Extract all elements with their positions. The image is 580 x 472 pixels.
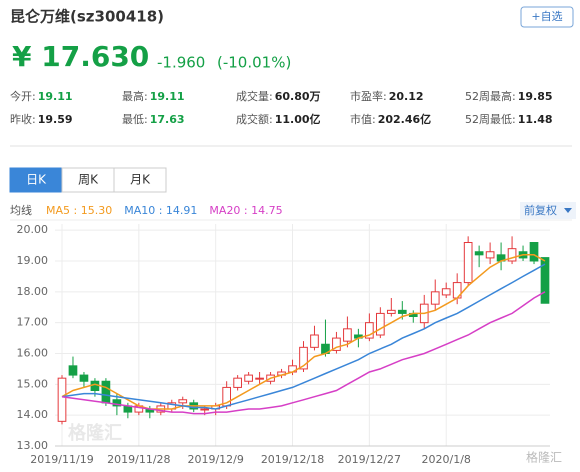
- candle-body: [430, 291, 440, 305]
- ma-line: [61, 263, 546, 410]
- y-tick-label: 20.00: [17, 223, 49, 236]
- stat-value: 60.80万: [275, 90, 321, 103]
- stat-label: 成交额:: [236, 112, 273, 126]
- y-tick-label: 14.00: [17, 408, 49, 421]
- x-tick-label: 2020/1/8: [422, 453, 471, 466]
- price-change: -1.960: [157, 54, 205, 72]
- candle-body: [255, 377, 264, 380]
- y-tick-label: 15.00: [17, 377, 49, 390]
- stat-label: 52周最高:: [465, 89, 516, 103]
- candle-body: [343, 328, 352, 342]
- ma-line: [61, 291, 546, 415]
- candle-body: [441, 288, 451, 296]
- legend-entry: MA10 : 14.91: [124, 204, 197, 217]
- y-tick-label: 13.00: [17, 439, 49, 452]
- x-tick-label: 2019/11/19: [30, 453, 93, 466]
- candle-body: [485, 251, 495, 259]
- candle-body: [101, 380, 111, 404]
- y-tick-label: 18.00: [17, 285, 49, 298]
- candle-body: [178, 399, 188, 404]
- candle-body: [529, 242, 539, 262]
- candle-body: [375, 312, 385, 336]
- dropdown-arrow: [564, 208, 572, 213]
- stat-value: 17.63: [150, 113, 185, 126]
- candle-body: [310, 334, 319, 348]
- watch-button-label[interactable]: +自选: [531, 10, 562, 23]
- price-change-pct: (-10.01%): [217, 54, 291, 72]
- candle-body: [332, 337, 341, 351]
- stat-value: 11.48: [518, 113, 553, 126]
- watch-button[interactable]: [520, 6, 574, 28]
- tab-label[interactable]: 周K: [78, 173, 99, 187]
- watermark: 格隆汇: [68, 422, 122, 444]
- stat-value: 20.12: [389, 90, 424, 103]
- y-tick-label: 19.00: [17, 254, 49, 267]
- candle-body: [57, 377, 67, 422]
- stat-value: 11.00亿: [275, 112, 321, 126]
- stat-value: 19.11: [38, 90, 73, 103]
- x-tick-label: 2019/11/28: [107, 453, 170, 466]
- stat-value: 19.59: [38, 113, 73, 126]
- tab-label[interactable]: 月K: [130, 173, 151, 187]
- stat-value: 19.85: [518, 90, 553, 103]
- legend-entry: MA20 : 14.75: [209, 204, 282, 217]
- adjust-select[interactable]: 前复权: [524, 203, 557, 217]
- candle-body: [507, 248, 517, 262]
- legend-title: 均线: [10, 203, 32, 217]
- stat-label: 52周最低:: [465, 113, 516, 126]
- stat-label: 成交量:: [236, 89, 273, 103]
- legend-entry: MA5 : 15.30: [46, 204, 112, 217]
- candle-body: [397, 309, 407, 314]
- y-tick-label: 17.00: [17, 316, 49, 329]
- tab[interactable]: [61, 167, 115, 193]
- candle-body: [299, 346, 308, 370]
- stat-label: 昨收:: [10, 112, 36, 126]
- candle-body: [463, 242, 473, 284]
- candle-body: [90, 380, 100, 391]
- watermark: 格隆汇: [526, 450, 562, 465]
- tab[interactable]: [113, 167, 167, 193]
- candle-body: [386, 309, 396, 314]
- y-tick-label: 16.00: [17, 347, 49, 360]
- price: ¥ 17.630: [12, 40, 149, 73]
- candle-body: [474, 251, 484, 256]
- stat-label: 市盈率:: [350, 89, 387, 103]
- candle-body: [79, 374, 89, 382]
- stat-value: 19.11: [150, 90, 185, 103]
- stat-value: 202.46亿: [378, 112, 431, 126]
- stat-label: 最低:: [122, 113, 148, 126]
- x-tick-label: 2019/12/9: [187, 453, 243, 466]
- adjust-box[interactable]: [520, 202, 576, 219]
- candle-body: [68, 365, 78, 376]
- candle-body: [200, 408, 210, 411]
- candle-body: [365, 322, 374, 339]
- x-tick-label: 2019/12/27: [338, 453, 401, 466]
- ma-line: [61, 254, 546, 410]
- candle-body: [540, 257, 550, 304]
- stat-label: 今开:: [10, 89, 36, 103]
- x-tick-label: 2019/12/18: [261, 453, 324, 466]
- stat-label: 最高:: [122, 89, 148, 103]
- tab-label[interactable]: 日K: [26, 173, 47, 187]
- candle-body: [233, 377, 242, 388]
- stock-title: 昆仑万维(sz300418): [10, 8, 164, 26]
- candle-body: [244, 374, 253, 382]
- candle-body: [112, 399, 122, 407]
- stat-label: 市值:: [350, 112, 376, 126]
